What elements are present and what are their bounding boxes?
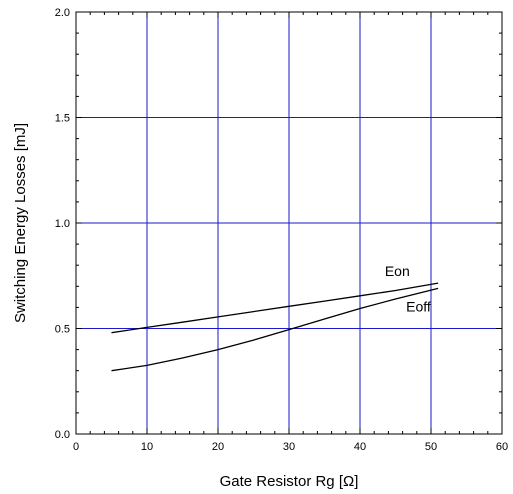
y-tick-label: 1.0 bbox=[55, 218, 70, 230]
x-tick-label: 20 bbox=[212, 441, 224, 453]
series-lines bbox=[111, 282, 439, 372]
tick-labels: 0 10 20 30 40 50 60 0.0 0.5 1.0 1.5 2.0 bbox=[55, 7, 508, 453]
x-axis-title: Gate Resistor Rg [Ω] bbox=[220, 473, 359, 490]
x-tick-label: 40 bbox=[354, 441, 366, 453]
x-tick-label: 50 bbox=[425, 441, 437, 453]
y-tick-label: 0.5 bbox=[55, 324, 70, 336]
x-tick-label: 0 bbox=[73, 441, 79, 453]
y-tick-label: 2.0 bbox=[55, 7, 70, 19]
y-axis-title: Switching Energy Losses [mJ] bbox=[12, 123, 29, 323]
axis-ticks bbox=[75, 11, 503, 435]
series-label-eoff: Eoff bbox=[406, 299, 431, 315]
x-tick-label: 10 bbox=[141, 441, 153, 453]
series-line-eoff bbox=[111, 287, 439, 372]
x-tick-label: 60 bbox=[496, 441, 508, 453]
y-tick-label: 0.0 bbox=[55, 429, 70, 441]
series-label-eon: Eon bbox=[385, 263, 410, 279]
y-tick-label: 1.5 bbox=[55, 113, 70, 125]
x-tick-label: 30 bbox=[283, 441, 295, 453]
grid bbox=[76, 12, 502, 434]
series-line-eon bbox=[111, 282, 439, 334]
